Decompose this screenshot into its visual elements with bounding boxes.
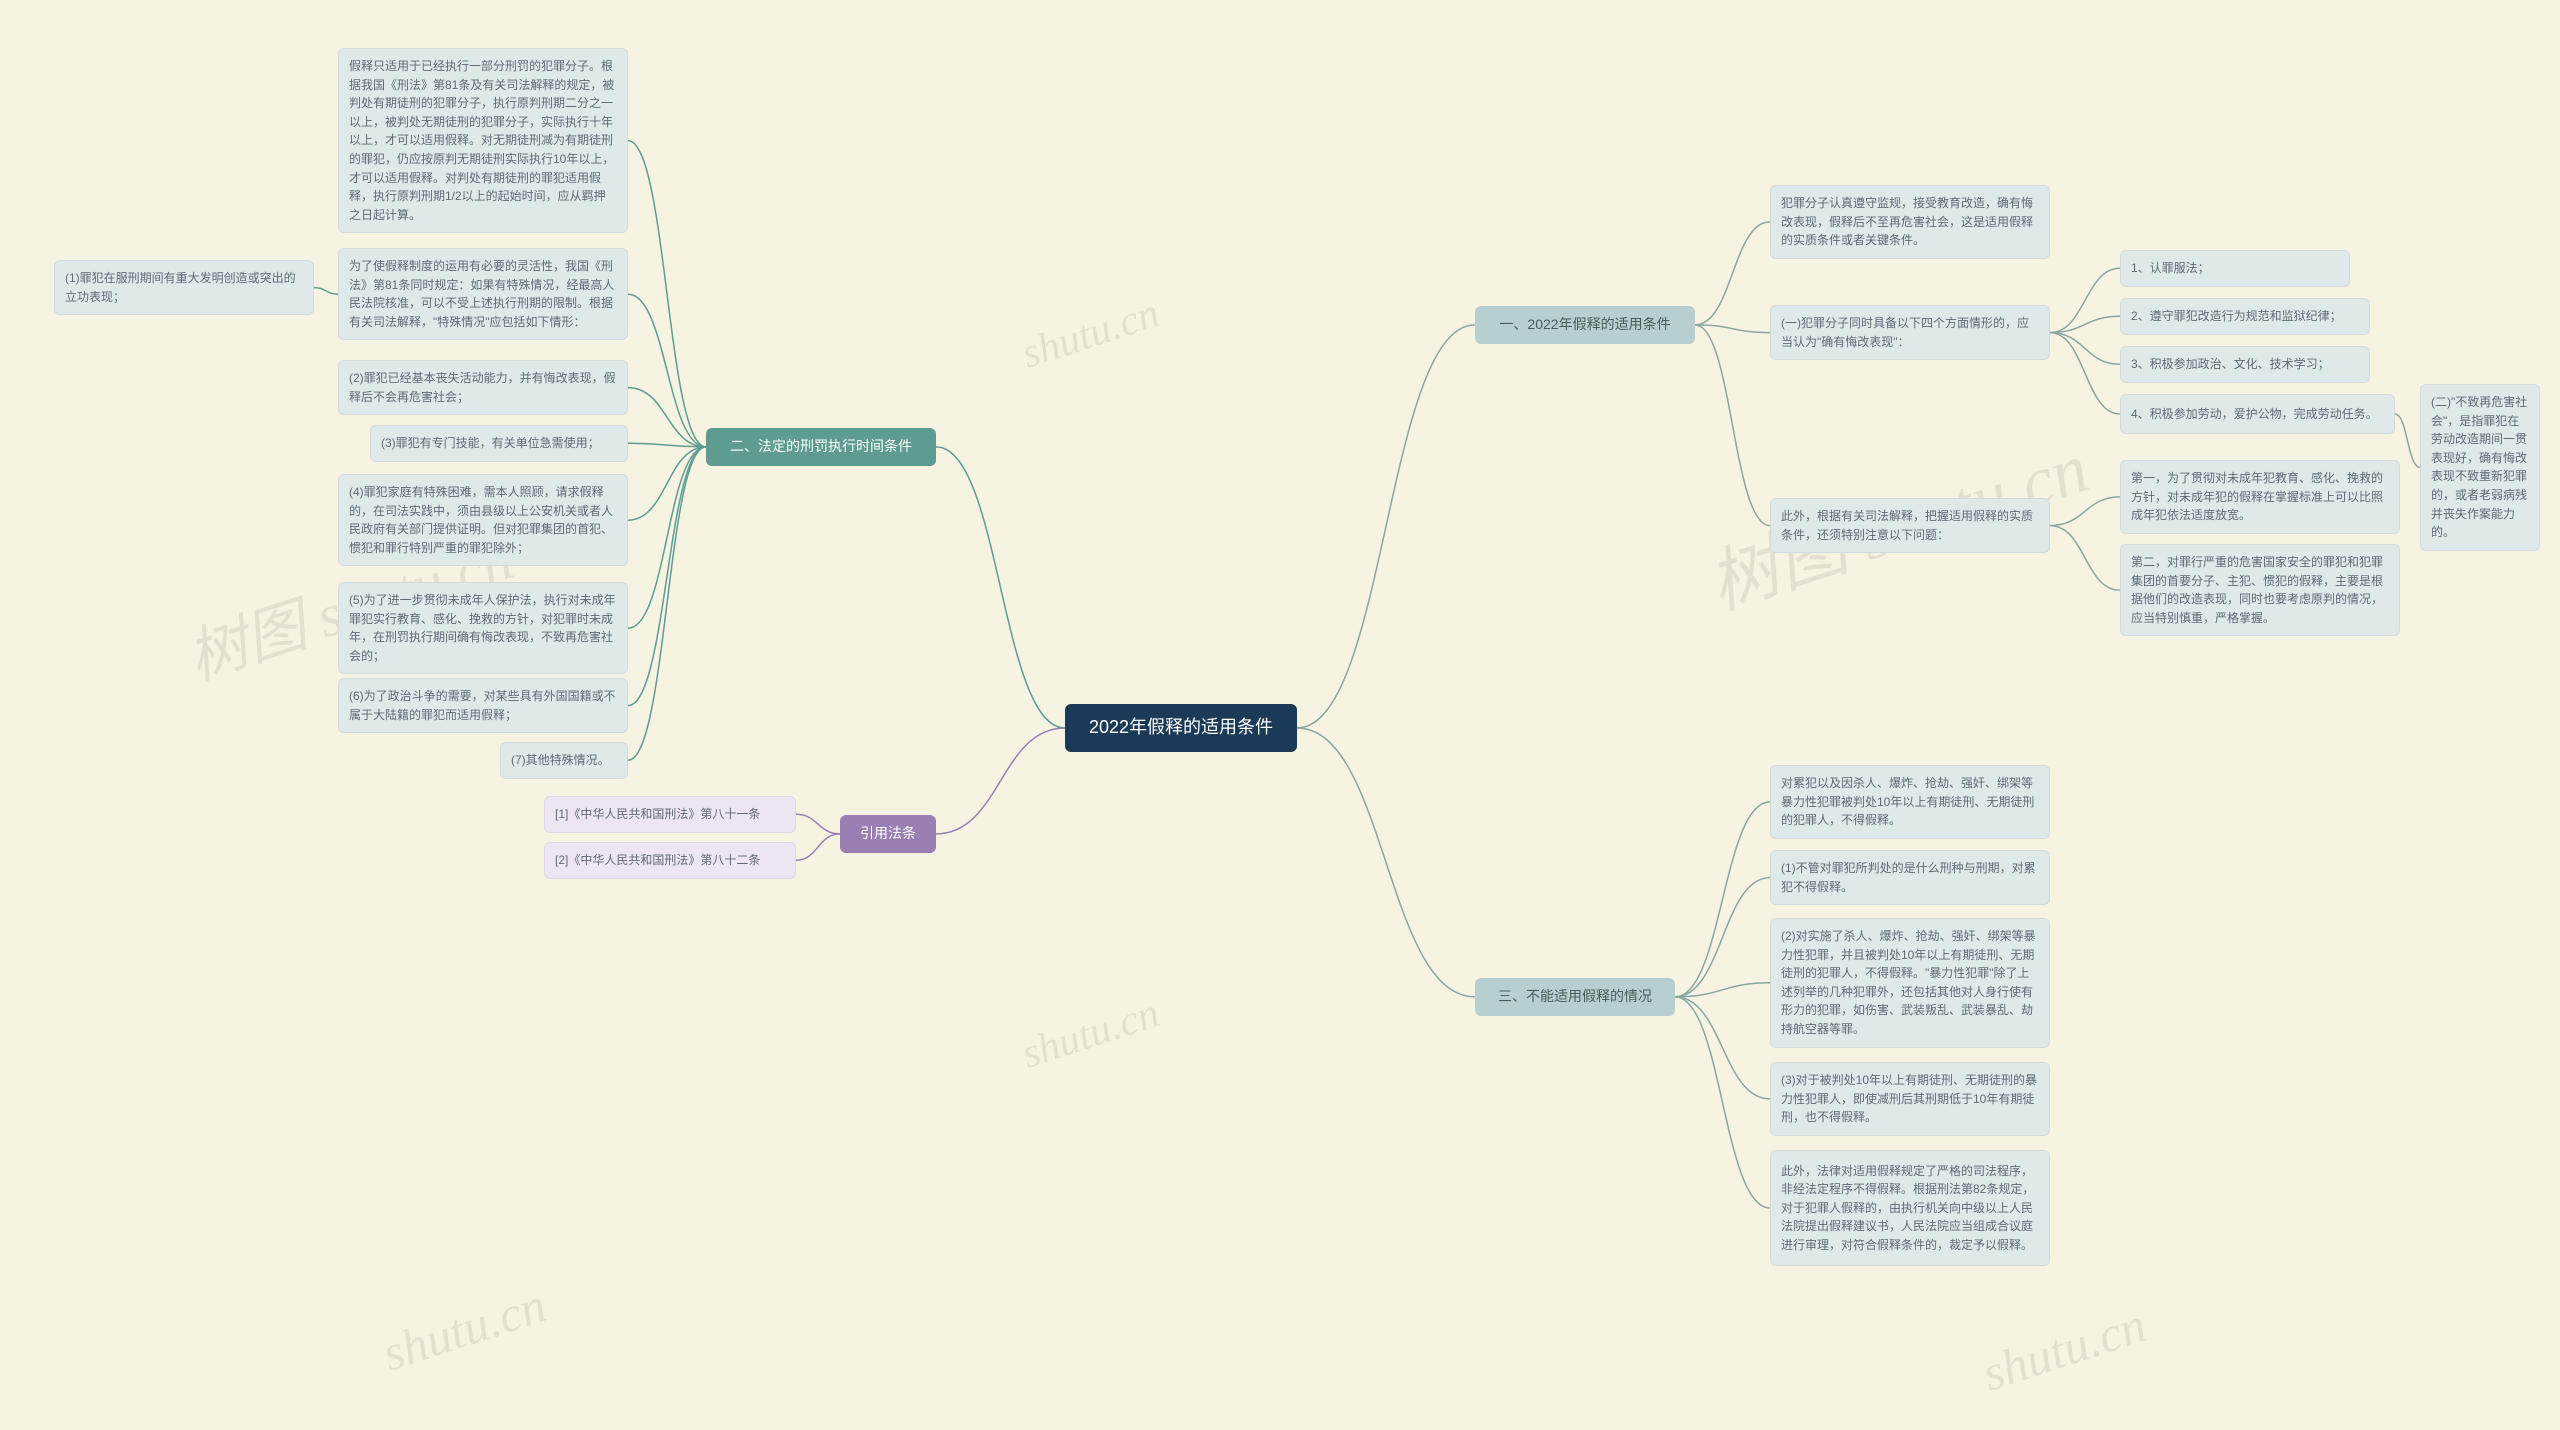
node-l1b2[interactable]: 2、遵守罪犯改造行为规范和监狱纪律； — [2120, 298, 2370, 335]
node-l2d[interactable]: (3)罪犯有专门技能，有关单位急需使用； — [370, 425, 628, 462]
node-l4a[interactable]: [1]《中华人民共和国刑法》第八十一条 — [544, 796, 796, 833]
node-l1c1[interactable]: 第一，为了贯彻对未成年犯教育、感化、挽救的方针，对未成年犯的假释在掌握标准上可以… — [2120, 460, 2400, 534]
node-l1b3[interactable]: 3、积极参加政治、文化、技术学习； — [2120, 346, 2370, 383]
edge — [2050, 333, 2120, 414]
node-l2b1[interactable]: (1)罪犯在服刑期间有重大发明创造或突出的立功表现； — [54, 260, 314, 315]
edge — [796, 814, 840, 834]
edge — [2050, 333, 2120, 365]
node-l2c[interactable]: (2)罪犯已经基本丧失活动能力，并有悔改表现，假释后不会再危害社会； — [338, 360, 628, 415]
node-l2h[interactable]: (7)其他特殊情况。 — [500, 742, 628, 779]
edge — [1675, 802, 1770, 997]
watermark: shutu.cn — [375, 1275, 553, 1382]
node-l3e[interactable]: 此外，法律对适用假释规定了严格的司法程序，非经法定程序不得假释。根据刑法第82条… — [1770, 1150, 2050, 1266]
edge — [1297, 728, 1475, 997]
edge — [936, 728, 1065, 834]
edge — [2050, 526, 2120, 591]
edge — [628, 294, 706, 447]
node-l1c2[interactable]: 第二，对罪行严重的危害国家安全的罪犯和犯罪集团的首要分子、主犯、惯犯的假释，主要… — [2120, 544, 2400, 636]
node-l1b1[interactable]: 1、认罪服法； — [2120, 250, 2350, 287]
edge — [628, 447, 706, 760]
node-l1c[interactable]: 此外，根据有关司法解释，把握适用假释的实质条件，还须特别注意以下问题： — [1770, 498, 2050, 553]
node-root[interactable]: 2022年假释的适用条件 — [1065, 704, 1297, 752]
edge — [1695, 325, 1770, 526]
edge — [2050, 497, 2120, 526]
node-l2b[interactable]: 为了使假释制度的运用有必要的灵活性，我国《刑法》第81条同时规定：如果有特殊情况… — [338, 248, 628, 340]
node-l4b[interactable]: [2]《中华人民共和国刑法》第八十二条 — [544, 842, 796, 879]
node-b4[interactable]: 引用法条 — [840, 815, 936, 853]
edge — [628, 447, 706, 706]
edge — [1675, 878, 1770, 997]
edge — [1675, 997, 1770, 1208]
edge — [628, 443, 706, 447]
node-l3b[interactable]: (1)不管对罪犯所判处的是什么刑种与刑期，对累犯不得假释。 — [1770, 850, 2050, 905]
mindmap-canvas: shutu.cn树图 shutu.cn树图 shutu.cnshutu.cnsh… — [0, 0, 2560, 1430]
node-l2f[interactable]: (5)为了进一步贯彻未成年人保护法，执行对未成年罪犯实行教育、感化、挽救的方针，… — [338, 582, 628, 674]
node-l2a[interactable]: 假释只适用于已经执行一部分刑罚的犯罪分子。根据我国《刑法》第81条及有关司法解释… — [338, 48, 628, 233]
node-l3c[interactable]: (2)对实施了杀人、爆炸、抢劫、强奸、绑架等暴力性犯罪，并且被判处10年以上有期… — [1770, 918, 2050, 1048]
node-l1b[interactable]: (一)犯罪分子同时具备以下四个方面情形的，应当认为"确有悔改表现"： — [1770, 305, 2050, 360]
node-l1b4a[interactable]: (二)"不致再危害社会"，是指罪犯在劳动改造期间一贯表现好，确有悔改表现不致重新… — [2420, 384, 2540, 551]
node-l3d[interactable]: (3)对于被判处10年以上有期徒刑、无期徒刑的暴力性犯罪人，即使减刑后其刑期低于… — [1770, 1062, 2050, 1136]
edge — [936, 447, 1065, 728]
watermark: shutu.cn — [1016, 289, 1165, 378]
edge — [796, 834, 840, 860]
edge — [628, 447, 706, 520]
node-b2[interactable]: 二、法定的刑罚执行时间条件 — [706, 428, 936, 466]
watermark: shutu.cn — [1975, 1295, 2153, 1402]
node-b1[interactable]: 一、2022年假释的适用条件 — [1475, 306, 1695, 344]
node-l3a[interactable]: 对累犯以及因杀人、爆炸、抢劫、强奸、绑架等暴力性犯罪被判处10年以上有期徒刑、无… — [1770, 765, 2050, 839]
edge — [2050, 268, 2120, 332]
edge — [1297, 325, 1475, 728]
node-l2g[interactable]: (6)为了政治斗争的需要，对某些具有外国国籍或不属于大陆籍的罪犯而适用假释； — [338, 678, 628, 733]
edge — [628, 447, 706, 628]
node-b3[interactable]: 三、不能适用假释的情况 — [1475, 978, 1675, 1016]
edge — [2395, 414, 2420, 467]
edge — [2050, 316, 2120, 332]
edge — [628, 388, 706, 447]
edge — [1675, 983, 1770, 997]
watermark: shutu.cn — [1016, 989, 1165, 1078]
edge — [314, 288, 338, 295]
node-l2e[interactable]: (4)罪犯家庭有特殊困难，需本人照顾，请求假释的，在司法实践中，须由县级以上公安… — [338, 474, 628, 566]
node-l1b4[interactable]: 4、积极参加劳动，爱护公物，完成劳动任务。 — [2120, 394, 2395, 434]
edge — [1675, 997, 1770, 1099]
node-l1a[interactable]: 犯罪分子认真遵守监规，接受教育改造，确有悔改表现，假释后不至再危害社会，这是适用… — [1770, 185, 2050, 259]
edge — [628, 141, 706, 447]
edge — [1695, 222, 1770, 325]
edge — [1695, 325, 1770, 333]
